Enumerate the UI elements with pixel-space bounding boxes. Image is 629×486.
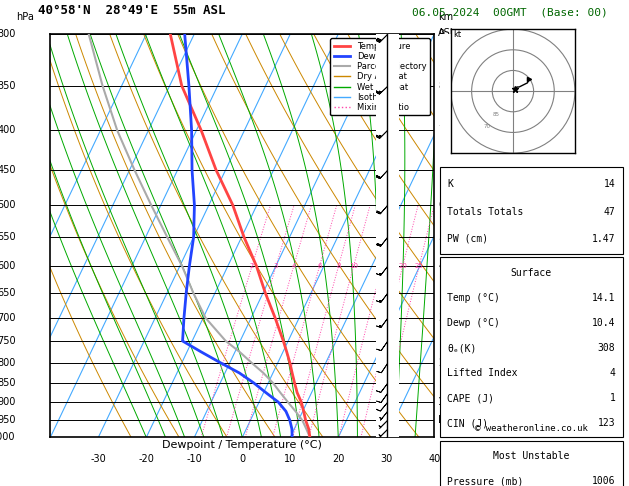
Text: 30: 30 (380, 453, 392, 464)
Text: 1006: 1006 (592, 476, 615, 486)
Text: 1.47: 1.47 (592, 234, 615, 244)
Text: 600: 600 (0, 261, 16, 271)
Text: 2: 2 (438, 358, 444, 367)
Text: CIN (J): CIN (J) (447, 418, 488, 428)
Text: 85: 85 (493, 112, 499, 117)
Text: 4: 4 (291, 263, 296, 269)
Text: 123: 123 (598, 418, 615, 428)
Text: 47: 47 (604, 207, 615, 216)
Text: 700: 700 (0, 313, 16, 323)
Text: LCL: LCL (438, 415, 456, 425)
Text: 6: 6 (438, 200, 444, 210)
Text: 4: 4 (610, 368, 615, 378)
Text: 300: 300 (0, 29, 16, 39)
Text: 10: 10 (349, 263, 358, 269)
Text: 3: 3 (438, 313, 444, 323)
Text: 1: 1 (610, 393, 615, 403)
Text: Dewp (°C): Dewp (°C) (447, 318, 500, 328)
Text: 1: 1 (438, 397, 444, 407)
Text: 1000: 1000 (0, 433, 16, 442)
Text: Temp (°C): Temp (°C) (447, 293, 500, 303)
Text: 10: 10 (284, 453, 296, 464)
Text: 900: 900 (0, 397, 16, 407)
Text: Most Unstable: Most Unstable (493, 451, 569, 461)
Text: -10: -10 (186, 453, 202, 464)
Text: 0: 0 (239, 453, 245, 464)
Text: 6: 6 (317, 263, 322, 269)
Text: CAPE (J): CAPE (J) (447, 393, 494, 403)
Bar (440, 167, 623, 254)
Text: 25: 25 (415, 263, 423, 269)
Text: 650: 650 (0, 288, 16, 298)
Text: 2: 2 (250, 263, 254, 269)
Text: 550: 550 (0, 232, 16, 242)
Text: 20: 20 (332, 453, 345, 464)
Text: 7: 7 (438, 125, 444, 136)
Text: 8: 8 (337, 263, 341, 269)
Bar (440, 258, 623, 437)
Text: 5: 5 (438, 232, 444, 242)
Text: 20: 20 (398, 263, 407, 269)
Text: 800: 800 (0, 358, 16, 367)
Text: -30: -30 (91, 453, 106, 464)
Text: 8: 8 (438, 81, 444, 91)
Text: 9: 9 (438, 29, 444, 39)
Text: Pressure (mb): Pressure (mb) (447, 476, 523, 486)
Text: K: K (447, 179, 453, 189)
Text: θₑ(K): θₑ(K) (447, 343, 477, 353)
Text: 40°58'N  28°49'E  55m ASL: 40°58'N 28°49'E 55m ASL (38, 4, 225, 17)
Text: -20: -20 (138, 453, 154, 464)
Text: 308: 308 (598, 343, 615, 353)
Text: kt: kt (453, 31, 461, 39)
Text: Totals Totals: Totals Totals (447, 207, 523, 216)
Text: Lifted Index: Lifted Index (447, 368, 518, 378)
Text: hPa: hPa (16, 12, 33, 22)
Legend: Temperature, Dewpoint, Parcel Trajectory, Dry Adiabat, Wet Adiabat, Isotherm, Mi: Temperature, Dewpoint, Parcel Trajectory… (330, 38, 430, 115)
Text: 950: 950 (0, 415, 16, 425)
Text: 450: 450 (0, 165, 16, 175)
Text: km: km (438, 12, 453, 22)
Text: 40: 40 (428, 453, 440, 464)
Text: ASL: ASL (438, 28, 456, 38)
Text: 06.05.2024  00GMT  (Base: 00): 06.05.2024 00GMT (Base: 00) (412, 7, 608, 17)
Text: 3: 3 (274, 263, 278, 269)
Text: 750: 750 (0, 336, 16, 346)
Text: 4: 4 (438, 261, 444, 271)
Text: 14: 14 (604, 179, 615, 189)
Bar (440, 441, 623, 486)
Text: 14.1: 14.1 (592, 293, 615, 303)
Text: Mixing Ratio (g/kg): Mixing Ratio (g/kg) (465, 193, 474, 278)
Text: 850: 850 (0, 378, 16, 388)
Text: 350: 350 (0, 81, 16, 91)
Text: © weatheronline.co.uk: © weatheronline.co.uk (475, 424, 587, 434)
Text: Surface: Surface (511, 268, 552, 278)
Text: 400: 400 (0, 125, 16, 136)
Text: PW (cm): PW (cm) (447, 234, 488, 244)
Text: 15: 15 (377, 263, 386, 269)
Text: 10.4: 10.4 (592, 318, 615, 328)
X-axis label: Dewpoint / Temperature (°C): Dewpoint / Temperature (°C) (162, 440, 322, 450)
Text: 500: 500 (0, 200, 16, 210)
Text: 70: 70 (484, 124, 491, 129)
